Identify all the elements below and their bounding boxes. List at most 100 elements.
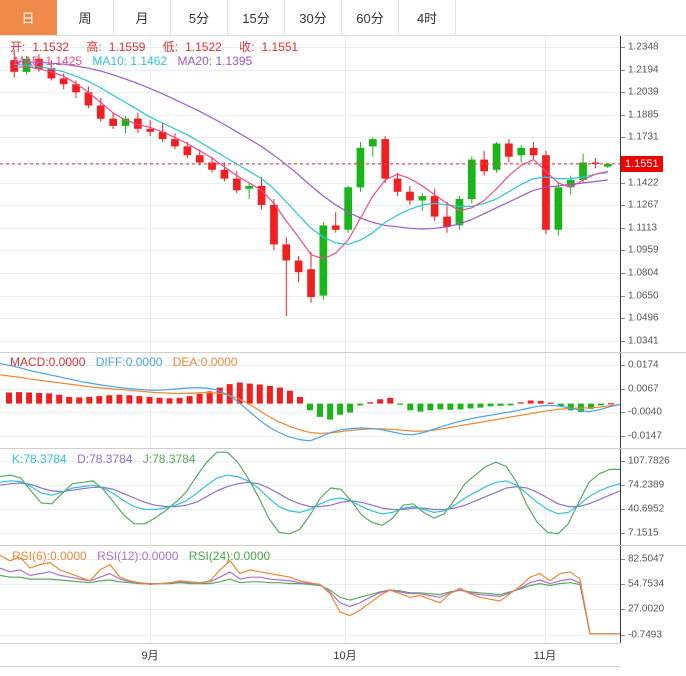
axis-label: 107.7826	[628, 455, 670, 467]
j-value: J:78.3784	[142, 452, 196, 466]
macd-plot-area[interactable]	[0, 353, 620, 448]
tabbar-filler	[456, 0, 686, 35]
axis-tick	[621, 273, 625, 275]
axis-tick	[621, 583, 625, 585]
axis-label: 1.2194	[628, 64, 659, 76]
axis-tick	[621, 460, 625, 462]
axis-tick	[621, 295, 625, 297]
axis-label: 7.1515	[628, 527, 659, 539]
d-value: D:78.3784	[77, 452, 133, 466]
axis-label: 1.1885	[628, 109, 659, 121]
open-label: 开: 1.1532	[10, 40, 70, 54]
tab-4hour[interactable]: 4时	[399, 0, 456, 35]
tab-5min[interactable]: 5分	[171, 0, 228, 35]
price-y-axis: 1.2348 1.2194 1.2039 1.1885 1.1731 1.1551 1.14…	[620, 36, 686, 352]
x-axis-top-line	[0, 643, 620, 644]
price-panel: 1.2348 1.2194 1.2039 1.1885 1.1731 1.1551 1.14…	[0, 36, 686, 352]
ma-legend: MA5: 1.1425 MA10: 1.1462 MA20: 1.1395	[14, 54, 259, 68]
axis-tick	[621, 227, 625, 229]
axis-tick	[621, 47, 625, 49]
axis-tick	[621, 508, 625, 510]
axis-tick	[621, 364, 625, 366]
rsi6-value: RSI(6):0.0000	[12, 549, 87, 563]
kdj-legend: K:78.3784 D:78.3784 J:78.3784	[12, 452, 203, 466]
ma5-label: MA5: 1.1425	[14, 54, 83, 68]
price-canvas	[0, 36, 620, 352]
diff-value: DIFF:0.0000	[95, 355, 163, 369]
axis-tick	[621, 205, 625, 207]
axis-tick	[621, 114, 625, 116]
kdj-plot-area[interactable]	[0, 449, 620, 545]
axis-tick	[621, 484, 625, 486]
axis-label: 27.0020	[628, 603, 665, 615]
tab-4hour-label: 4时	[416, 11, 438, 26]
rsi24-value: RSI(24):0.0000	[188, 549, 271, 563]
price-plot-area[interactable]	[0, 36, 620, 352]
axis-label: -0.0147	[628, 430, 662, 442]
axis-label: 0.0174	[628, 359, 659, 371]
tab-month-label: 月	[135, 11, 149, 26]
axis-label: 1.2039	[628, 86, 659, 98]
high-label: 高: 1.1559	[86, 40, 146, 54]
separator-price-macd	[0, 352, 686, 353]
axis-label: 1.1113	[628, 222, 658, 234]
axis-label: 1.1422	[628, 177, 659, 189]
axis-label: 40.6952	[628, 503, 665, 515]
axis-label: 1.0650	[628, 290, 659, 302]
tab-day-label: 日	[21, 11, 35, 26]
x-axis: 9月 10月 11月	[0, 644, 620, 666]
x-axis-bottom-line	[0, 666, 620, 667]
axis-tick	[621, 634, 625, 636]
axis-label: -0.7493	[628, 629, 662, 641]
axis-label: 1.0341	[628, 335, 659, 347]
axis-tick	[621, 92, 625, 94]
rsi-legend: RSI(6):0.0000 RSI(12):0.0000 RSI(24):0.0…	[12, 549, 277, 563]
tab-60min[interactable]: 60分	[342, 0, 399, 35]
axis-label: 0.0067	[628, 383, 659, 395]
ohlc-legend: 开: 1.1532 高: 1.1559 低: 1.1522 收: 1.1551	[10, 38, 312, 55]
axis-tick	[621, 318, 625, 320]
x-axis-label: 10月	[333, 650, 357, 662]
dea-value: DEA:0.0000	[172, 355, 238, 369]
tab-week-label: 周	[78, 11, 92, 26]
tab-30min[interactable]: 30分	[285, 0, 342, 35]
axis-label: 1.0959	[628, 244, 659, 256]
ma10-label: MA10: 1.1462	[92, 54, 168, 68]
kdj-panel: 107.7826 74.2389 40.6952 7.1515	[0, 449, 686, 545]
separator-kdj-rsi	[0, 545, 686, 546]
rsi-canvas	[0, 546, 620, 643]
axis-tick	[621, 533, 625, 534]
tab-15min-label: 15分	[242, 11, 270, 26]
axis-label: 54.7534	[628, 578, 665, 590]
tab-month[interactable]: 月	[114, 0, 171, 35]
rsi-y-axis: 82.5047 54.7534 27.0020 -0.7493	[620, 546, 686, 643]
macd-panel: 0.0174 0.0067 -0.0040 -0.0147	[0, 353, 686, 448]
ma20-label: MA20: 1.1395	[177, 54, 253, 68]
axis-label: 1.0496	[628, 312, 659, 324]
macd-y-axis: 0.0174 0.0067 -0.0040 -0.0147	[620, 353, 686, 448]
rsi-panel: 82.5047 54.7534 27.0020 -0.7493	[0, 546, 686, 643]
tab-60min-label: 60分	[356, 11, 384, 26]
macd-canvas	[0, 353, 620, 448]
kdj-canvas	[0, 449, 620, 545]
axis-label: 1.1267	[628, 199, 659, 211]
macd-value: MACD:0.0000	[10, 355, 86, 369]
macd-legend: MACD:0.0000 DIFF:0.0000 DEA:0.0000	[10, 355, 244, 369]
x-axis-label: 11月	[533, 650, 557, 662]
axis-label: 82.5047	[628, 553, 665, 564]
rsi-plot-area[interactable]	[0, 546, 620, 643]
axis-label: 1.1731	[628, 131, 659, 143]
axis-label: 1.2348	[628, 41, 659, 53]
axis-tick	[621, 182, 625, 184]
axis-label: 1.0804	[628, 267, 659, 279]
low-label: 低: 1.1522	[162, 40, 222, 54]
axis-tick	[621, 412, 625, 414]
tab-15min[interactable]: 15分	[228, 0, 285, 35]
tab-week[interactable]: 周	[57, 0, 114, 35]
tab-day[interactable]: 日	[0, 0, 57, 35]
axis-tick	[621, 137, 625, 139]
axis-label: -0.0040	[628, 406, 662, 418]
axis-tick	[621, 436, 625, 438]
kdj-y-axis: 107.7826 74.2389 40.6952 7.1515	[620, 449, 686, 545]
